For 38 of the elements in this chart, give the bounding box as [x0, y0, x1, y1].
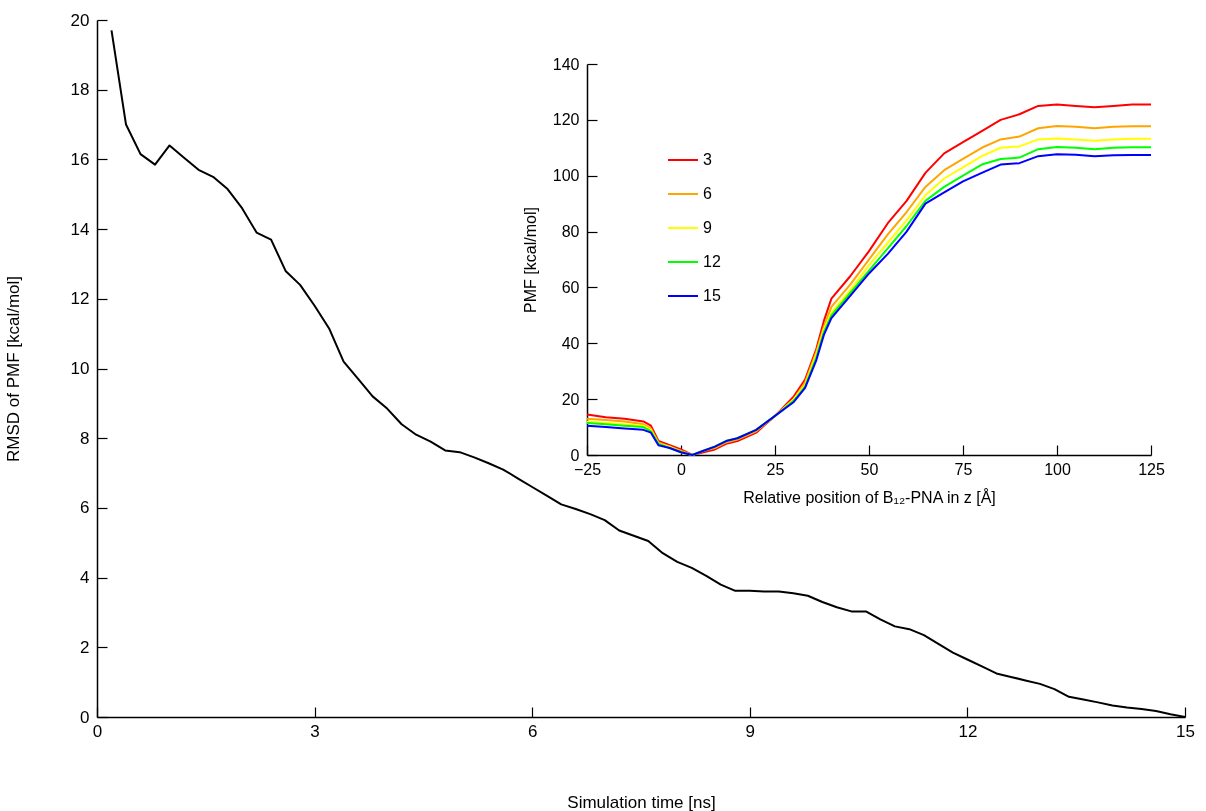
y-tick-label: 80 [561, 223, 580, 241]
y-tick-label: 2 [80, 637, 90, 657]
x-tick-label: 15 [1176, 721, 1195, 741]
x-axis-title: Relative position of B₁₂-PNA in z [Å] [743, 487, 996, 506]
y-tick-label: 18 [70, 80, 90, 100]
y-tick-label: 40 [561, 334, 580, 352]
legend-label: 6 [703, 185, 712, 202]
legend-label: 15 [703, 287, 721, 304]
y-tick-label: 14 [70, 219, 90, 239]
y-tick-label: 120 [552, 111, 580, 129]
x-tick-label: 6 [527, 721, 538, 741]
x-tick-label: 3 [310, 721, 320, 741]
y-tick-label: 100 [552, 167, 580, 185]
y-tick-label: 20 [70, 10, 90, 30]
x-tick-label: 50 [860, 460, 879, 478]
y-tick-label: 6 [80, 498, 90, 518]
y-tick-label: 8 [80, 428, 90, 448]
legend-label: 12 [703, 253, 721, 270]
x-tick-label: 0 [677, 460, 687, 478]
y-tick-label: 12 [70, 289, 90, 309]
x-axis-title: Simulation time [ns] [567, 792, 716, 811]
legend-label: 9 [703, 219, 712, 236]
x-tick-label: 75 [954, 460, 973, 478]
y-axis-title: PMF [kcal/mol] [521, 207, 539, 313]
x-tick-label: 25 [766, 460, 785, 478]
y-axis-title: RMSD of PMF [kcal/mol] [3, 275, 23, 463]
legend-label: 3 [703, 151, 712, 168]
x-tick-label: 100 [1044, 460, 1071, 478]
y-tick-label: 140 [552, 55, 580, 73]
y-tick-label: 60 [561, 278, 580, 296]
y-tick-label: 16 [70, 149, 90, 169]
y-tick-label: 10 [70, 359, 90, 378]
x-tick-label: 12 [958, 721, 978, 741]
x-tick-label: 9 [745, 721, 756, 741]
x-tick-label: 125 [1138, 460, 1165, 478]
y-tick-label: 4 [80, 568, 90, 588]
y-tick-label: 0 [80, 707, 90, 727]
y-tick-label: 20 [561, 390, 580, 408]
